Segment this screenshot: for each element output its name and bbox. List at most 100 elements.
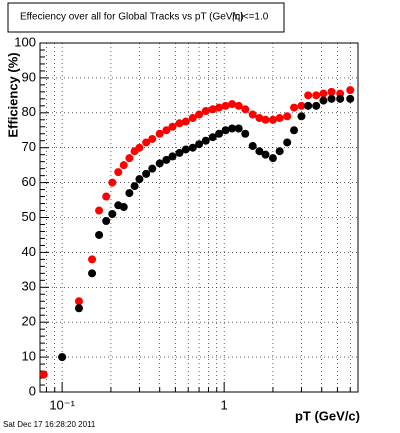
point <box>268 115 277 124</box>
point <box>188 143 197 152</box>
point <box>168 152 177 161</box>
point <box>119 161 128 170</box>
point <box>268 154 277 163</box>
point <box>336 94 345 103</box>
point <box>155 129 164 138</box>
point <box>319 96 328 105</box>
point <box>228 124 237 133</box>
point <box>88 269 97 278</box>
point <box>102 216 111 225</box>
point <box>135 143 144 152</box>
point <box>312 101 321 110</box>
point <box>125 189 134 198</box>
point <box>108 178 117 187</box>
point <box>290 126 299 135</box>
point <box>88 255 97 264</box>
point <box>195 110 204 119</box>
y-tick-label: 70 <box>22 139 36 154</box>
y-tick-label: 20 <box>22 314 36 329</box>
point <box>162 155 171 164</box>
point <box>234 124 243 133</box>
y-tick-label: 30 <box>22 279 36 294</box>
point <box>181 145 190 154</box>
point <box>248 141 257 150</box>
plot-frame <box>39 42 359 393</box>
point <box>148 134 157 143</box>
point <box>39 370 48 379</box>
point <box>58 353 67 362</box>
point <box>346 86 355 95</box>
point <box>208 105 217 114</box>
point <box>228 100 237 109</box>
point <box>142 169 151 178</box>
x-tick-label: 10⁻¹ <box>49 397 75 412</box>
point <box>114 168 123 177</box>
point <box>135 175 144 184</box>
point <box>255 114 264 123</box>
point <box>162 126 171 135</box>
point <box>327 87 336 96</box>
point <box>74 304 83 313</box>
point <box>297 112 306 121</box>
point <box>130 182 139 191</box>
point <box>319 89 328 98</box>
point <box>283 138 292 147</box>
point <box>261 150 270 159</box>
point <box>304 101 313 110</box>
point <box>201 107 210 116</box>
point <box>102 192 111 201</box>
point <box>108 210 117 219</box>
point <box>195 140 204 149</box>
y-axis-label: Efficiency (%) <box>5 52 20 137</box>
y-tick-label: 0 <box>29 383 36 398</box>
point <box>221 126 230 135</box>
point <box>327 94 336 103</box>
point <box>283 112 292 121</box>
point <box>275 114 284 123</box>
point <box>312 91 321 100</box>
y-tick-label: 40 <box>22 244 36 259</box>
y-tick-label: 50 <box>22 209 36 224</box>
point <box>241 129 250 138</box>
y-tick-label: 10 <box>22 349 36 364</box>
point <box>168 122 177 131</box>
x-axis-label: pT (GeV/c) <box>295 408 360 423</box>
point <box>255 147 264 156</box>
point <box>208 133 217 142</box>
point <box>234 101 243 110</box>
point <box>74 297 83 306</box>
point <box>297 101 306 110</box>
y-tick-label: 80 <box>22 104 36 119</box>
point <box>181 117 190 126</box>
point <box>241 105 250 114</box>
point <box>119 203 128 212</box>
annotation: |η|<=1.0 <box>232 12 269 23</box>
point <box>290 103 299 112</box>
point <box>346 94 355 103</box>
point <box>142 138 151 147</box>
point <box>188 114 197 123</box>
point <box>125 154 134 163</box>
point <box>275 147 284 156</box>
point <box>175 148 184 157</box>
title-box <box>7 2 285 33</box>
point <box>155 159 164 168</box>
y-tick-label: 100 <box>14 34 36 49</box>
point <box>248 110 257 119</box>
point <box>95 230 104 239</box>
y-tick-label: 90 <box>22 69 36 84</box>
point <box>215 103 224 112</box>
point <box>215 129 224 138</box>
point <box>304 91 313 100</box>
y-tick-label: 60 <box>22 174 36 189</box>
timestamp: Sat Dec 17 16:28:20 2011 <box>3 420 96 429</box>
point <box>95 206 104 215</box>
point <box>175 119 184 128</box>
point <box>148 164 157 173</box>
chart-title: Effeciency over all for Global Tracks vs… <box>20 12 244 23</box>
point <box>221 101 230 110</box>
point <box>261 115 270 124</box>
point <box>201 136 210 145</box>
